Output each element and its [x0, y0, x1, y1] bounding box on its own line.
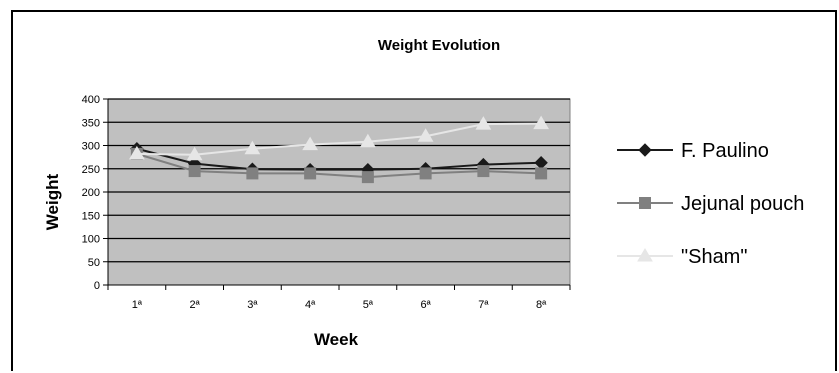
y-axis-title: Weight	[43, 173, 62, 230]
axes: 0 50 100 150 200 250 300 350 400 1ª 2ª 3ª 4ª 5ª 6ª 7ª 8ª	[82, 94, 571, 311]
x-tick-label: 1ª	[132, 299, 143, 311]
legend-label: F. Paulino	[681, 140, 769, 162]
data-point	[475, 116, 492, 130]
series-layer	[129, 115, 549, 184]
x-axis-title: Week	[314, 330, 359, 349]
data-point	[304, 167, 317, 180]
x-tick-label: 5ª	[363, 299, 374, 311]
data-point	[477, 165, 490, 178]
data-point	[419, 167, 432, 180]
x-tick-label: 3ª	[247, 299, 258, 311]
legend-marker	[637, 248, 653, 262]
y-tick-label: 200	[82, 187, 100, 199]
legend-label: Jejunal pouch	[681, 193, 804, 215]
legend-marker	[639, 197, 651, 209]
y-tick-label: 0	[94, 280, 100, 292]
data-point	[188, 165, 201, 178]
x-tick-label: 2ª	[190, 299, 201, 311]
y-tick-label: 350	[82, 117, 100, 129]
series-line	[136, 152, 542, 179]
data-point	[535, 167, 548, 180]
x-tick-label: 8ª	[536, 299, 547, 311]
legend-marker	[638, 143, 652, 157]
x-tick-label: 6ª	[421, 299, 432, 311]
series-line	[136, 122, 542, 156]
legend: F. Paulino Jejunal pouch "Sham"	[617, 140, 804, 268]
series-2	[129, 115, 549, 161]
chart-title: Weight Evolution	[378, 37, 500, 54]
line-chart: Weight Evolution 0 50 100 150 200 250 300 350 40…	[43, 37, 804, 349]
x-tick-label: 4ª	[305, 299, 316, 311]
series-line	[136, 147, 542, 171]
data-point	[361, 171, 374, 184]
x-tick-label: 7ª	[478, 299, 489, 311]
y-tick-label: 150	[82, 210, 100, 222]
y-tick-label: 50	[88, 257, 100, 269]
legend-label: "Sham"	[681, 246, 747, 268]
data-point	[360, 133, 376, 148]
data-point	[186, 146, 203, 161]
data-point	[302, 136, 318, 151]
y-tick-label: 300	[82, 141, 100, 153]
data-point	[246, 167, 259, 180]
data-point	[533, 115, 549, 130]
data-point	[417, 128, 434, 142]
data-point	[244, 140, 261, 155]
y-tick-label: 250	[82, 164, 100, 176]
data-point	[129, 145, 145, 160]
y-tick-label: 100	[82, 234, 100, 246]
y-tick-label: 400	[82, 94, 100, 106]
chart-frame: Weight Evolution 0 50 100 150 200 250 300 350 40…	[11, 10, 837, 371]
